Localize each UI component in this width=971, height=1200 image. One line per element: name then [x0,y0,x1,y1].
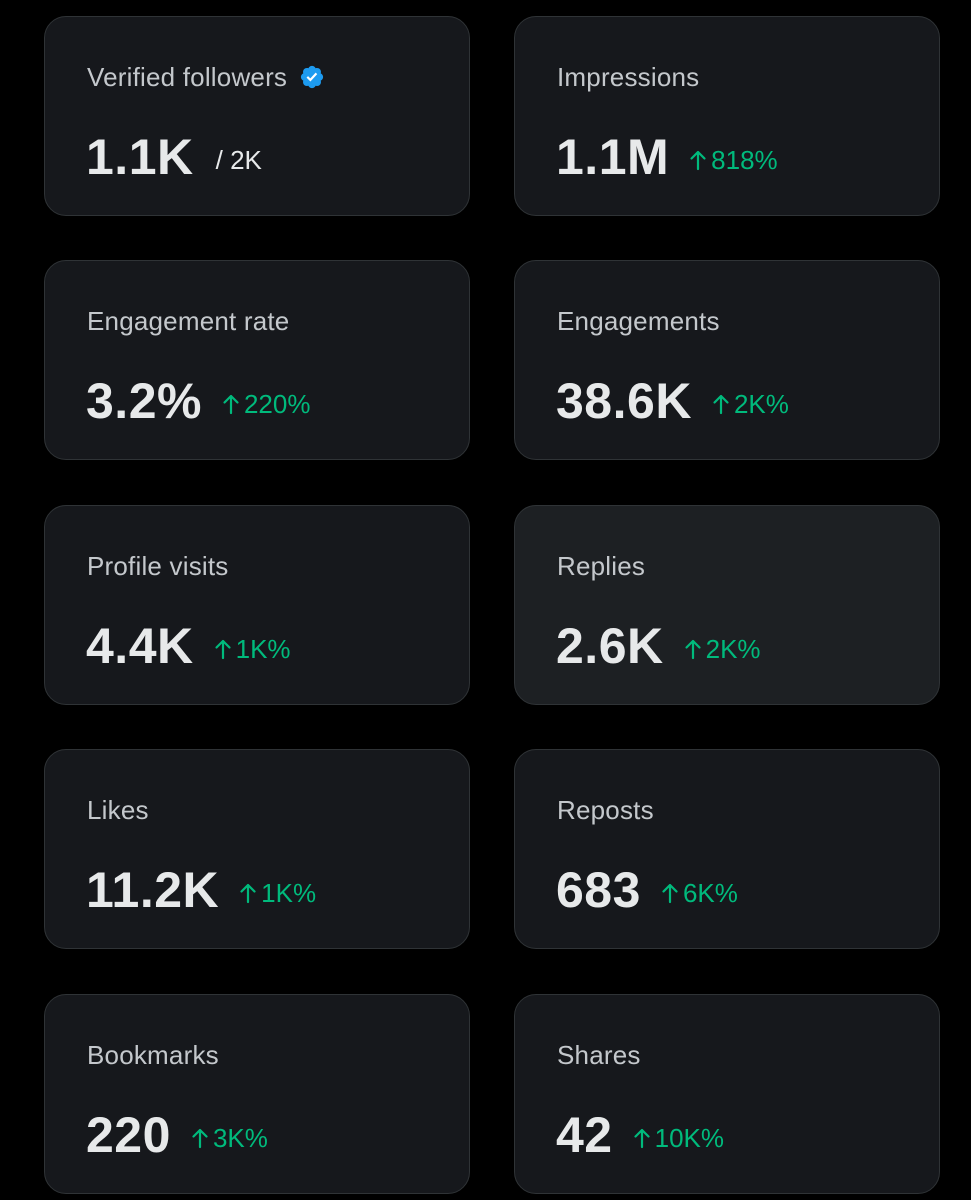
arrow-up-icon [223,394,239,415]
stat-value: 3.2% [86,373,202,429]
stat-label: Reposts [557,795,654,825]
stat-change: 6K% [661,857,738,923]
stat-card-likes[interactable]: Likes 11.2K 1K% [44,749,470,949]
arrow-up-icon [685,639,701,660]
stat-card-verified-followers[interactable]: Verified followers 1.1K / 2K [44,16,470,216]
stat-card-engagement-rate[interactable]: Engagement rate 3.2% 220% [44,260,470,460]
arrow-up-icon [240,883,256,904]
stat-change-value: 220% [243,389,311,419]
stat-card-profile-visits[interactable]: Profile visits 4.4K 1K% [44,505,470,705]
arrow-up-icon [192,1128,208,1149]
stat-change: 2K% [684,613,761,679]
stat-denominator: / 2K [215,145,262,175]
stat-label: Engagements [557,306,720,336]
stat-value: 683 [556,862,641,918]
arrow-up-icon [713,394,729,415]
stat-change: 1K% [239,857,316,923]
stat-change: 1K% [214,613,291,679]
stat-label: Likes [87,795,149,825]
stat-change-value: 2K% [733,389,789,419]
stat-card-reposts[interactable]: Reposts 683 6K% [514,749,940,949]
stat-value: 1.1M [556,129,670,185]
stat-value: 38.6K [556,373,692,429]
stat-change-value: 2K% [705,634,761,664]
arrow-up-icon [215,639,231,660]
stat-label: Bookmarks [87,1040,219,1070]
stat-change-value: 1K% [235,634,291,664]
stat-label: Profile visits [87,551,229,581]
stat-label: Shares [557,1040,641,1070]
stat-value: 2.6K [556,618,664,674]
stat-change-value: 818% [711,145,778,175]
stat-label: Impressions [557,62,700,92]
stat-change-value: 10K% [654,1123,725,1153]
stat-card-impressions[interactable]: Impressions 1.1M 818% [514,16,940,216]
stat-label: Replies [557,551,646,581]
verified-badge-icon [301,65,324,89]
stat-card-replies[interactable]: Replies 2.6K 2K% [514,505,940,705]
stat-value: 42 [556,1107,613,1163]
stat-card-engagements[interactable]: Engagements 38.6K 2K% [514,260,940,460]
stat-change-value: 1K% [261,878,317,908]
stat-change: 3K% [191,1102,268,1168]
stat-value: 1.1K [86,129,194,185]
stat-value: 220 [86,1107,171,1163]
arrow-up-icon [690,150,706,171]
stat-label: Engagement rate [87,306,290,336]
stat-label: Verified followers [87,62,288,92]
stat-value: 4.4K [86,618,194,674]
arrow-up-icon [662,883,678,904]
stat-card-bookmarks[interactable]: Bookmarks 220 3K% [44,994,470,1194]
stat-change: 2K% [712,368,789,434]
stat-card-shares[interactable]: Shares 42 10K% [514,994,940,1194]
stat-change-value: 6K% [682,878,738,908]
stat-change: 220% [222,368,311,434]
stat-change: 10K% [633,1102,724,1168]
stat-change-value: 3K% [212,1123,268,1153]
arrow-up-icon [634,1128,650,1149]
stat-change: 818% [689,124,778,190]
stat-value: 11.2K [86,862,220,918]
